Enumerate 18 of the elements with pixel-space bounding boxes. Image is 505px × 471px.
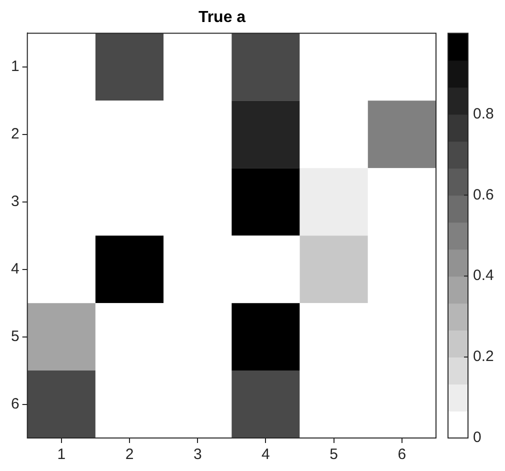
x-tick-label: 2 (125, 446, 134, 464)
y-tick-label: 5 (11, 328, 20, 345)
color-bar-label: 0.6 (473, 186, 494, 204)
x-tick-label: 1 (57, 446, 66, 464)
y-tick-label: 6 (11, 395, 20, 412)
x-tick-label: 5 (330, 446, 338, 464)
color-bar-label: 0.2 (473, 348, 494, 366)
y-tick-label: 1 (11, 58, 20, 76)
chart-title: True a (198, 9, 246, 26)
x-tick-label: 4 (262, 446, 270, 464)
x-tick-label: 6 (398, 446, 406, 464)
y-tick-label: 4 (11, 260, 20, 278)
color-bar-label: 0 (473, 429, 482, 446)
y-tick-label: 3 (11, 193, 20, 210)
color-bar-label: 0.4 (473, 267, 494, 284)
color-bar-label: 0.8 (473, 105, 494, 122)
y-tick-label: 2 (11, 126, 20, 143)
x-tick-label: 3 (193, 446, 202, 464)
